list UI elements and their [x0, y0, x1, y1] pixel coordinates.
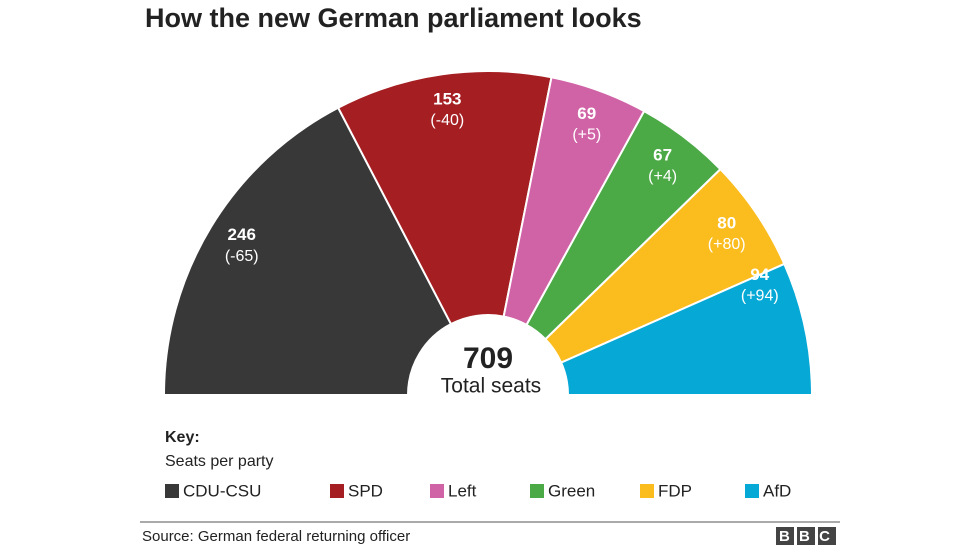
seat-segment — [336, 70, 553, 326]
legend-swatch — [330, 484, 344, 498]
change-label: (+94) — [741, 288, 779, 305]
seat-segment — [559, 262, 814, 396]
seat-label: 153 — [433, 89, 461, 108]
legend-swatch — [745, 484, 759, 498]
logo-box — [818, 527, 836, 545]
legend-label: Left — [448, 481, 477, 500]
logo-box — [797, 527, 815, 545]
change-label: (-40) — [430, 112, 464, 129]
legend-label: AfD — [763, 481, 791, 500]
legend-label: Green — [548, 481, 595, 500]
seat-label: 80 — [717, 213, 736, 232]
seat-label: 94 — [750, 265, 769, 284]
change-label: (+4) — [648, 168, 677, 185]
seat-label: 246 — [228, 225, 256, 244]
seat-label: 69 — [577, 104, 596, 123]
legend-swatch — [165, 484, 179, 498]
legend-swatch — [530, 484, 544, 498]
total-value: 709 — [463, 342, 513, 375]
source: Source: German federal returning officer — [142, 528, 410, 545]
logo-text: BBC — [779, 528, 839, 545]
logo: BBC — [776, 527, 839, 545]
key-title: Key: — [165, 429, 200, 446]
legend-swatch — [430, 484, 444, 498]
legend-label: CDU-CSU — [183, 481, 261, 500]
legend-label: SPD — [348, 481, 383, 500]
seat-segment — [162, 106, 453, 396]
change-label: (+80) — [708, 236, 746, 253]
legend-swatch — [640, 484, 654, 498]
total-label: Total seats — [441, 375, 541, 398]
legend-label: FDP — [658, 481, 692, 500]
change-label: (+5) — [572, 127, 601, 144]
key-subtitle: Seats per party — [165, 453, 274, 470]
chart-title: How the new German parliament looks — [145, 3, 642, 33]
seat-label: 67 — [653, 145, 672, 164]
change-label: (-65) — [225, 248, 259, 265]
logo-box — [776, 527, 794, 545]
